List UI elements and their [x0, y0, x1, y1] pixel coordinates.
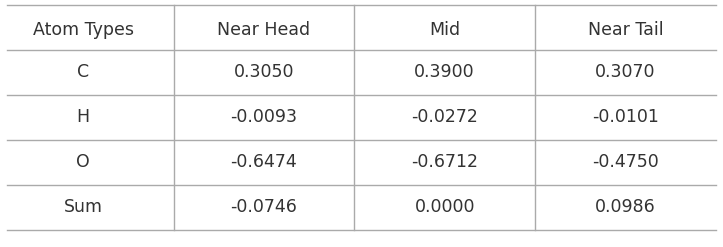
Text: Near Head: Near Head [218, 21, 310, 39]
Text: -0.0093: -0.0093 [231, 108, 297, 126]
Text: 0.3050: 0.3050 [234, 63, 294, 81]
Text: -0.6474: -0.6474 [231, 153, 297, 171]
Text: -0.0272: -0.0272 [411, 108, 478, 126]
Text: 0.0000: 0.0000 [414, 198, 475, 216]
Text: 0.3070: 0.3070 [595, 63, 656, 81]
Text: Mid: Mid [429, 21, 461, 39]
Text: C: C [77, 63, 89, 81]
Text: O: O [76, 153, 90, 171]
Text: Near Tail: Near Tail [588, 21, 663, 39]
Text: Sum: Sum [64, 198, 103, 216]
Text: 0.0986: 0.0986 [595, 198, 656, 216]
Text: Atom Types: Atom Types [33, 21, 134, 39]
Text: -0.0101: -0.0101 [592, 108, 659, 126]
Text: -0.4750: -0.4750 [592, 153, 659, 171]
Text: H: H [77, 108, 90, 126]
Text: -0.0746: -0.0746 [231, 198, 297, 216]
Text: 0.3900: 0.3900 [414, 63, 475, 81]
Text: -0.6712: -0.6712 [411, 153, 478, 171]
